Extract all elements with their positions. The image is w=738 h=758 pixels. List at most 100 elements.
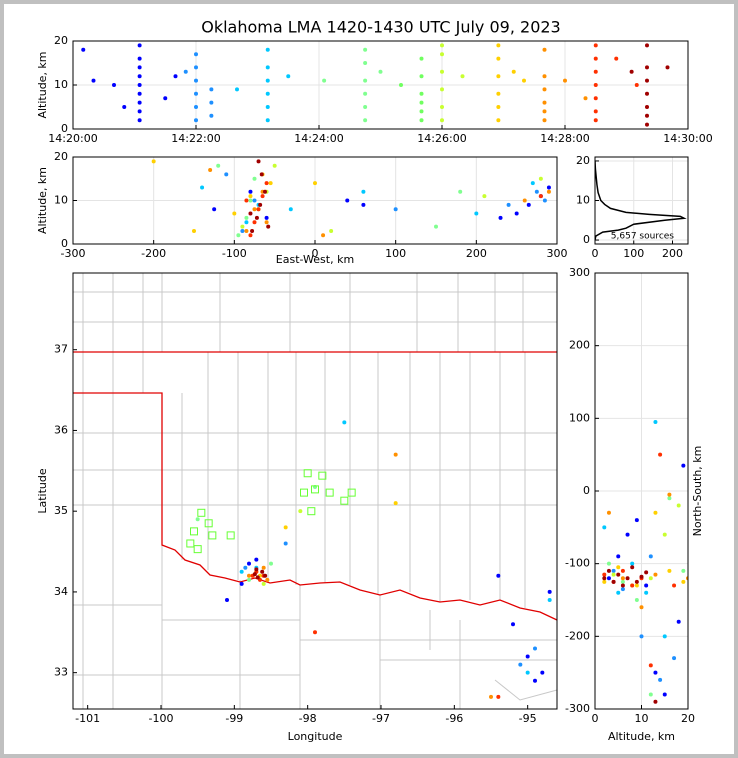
x-tick-label: -96 <box>445 712 463 725</box>
source-point <box>620 583 625 588</box>
source-point <box>672 583 677 588</box>
source-point <box>662 692 667 697</box>
source-point <box>593 96 598 101</box>
source-point <box>533 678 537 683</box>
source-point <box>240 228 245 233</box>
source-point <box>676 503 681 508</box>
source-point <box>363 47 368 52</box>
source-point <box>658 452 663 457</box>
y-tick-label: 0 <box>61 122 68 135</box>
source-point <box>265 78 270 83</box>
source-point <box>630 561 635 566</box>
source-point <box>256 159 261 164</box>
x-tick-label: -99 <box>225 712 243 725</box>
source-point <box>247 561 251 566</box>
source-point <box>244 198 249 203</box>
source-point <box>440 105 444 109</box>
source-point <box>496 91 501 96</box>
x-tick-label: -95 <box>519 712 537 725</box>
station <box>204 519 213 528</box>
source-point <box>662 634 667 639</box>
y-tick-label: 36 <box>54 423 68 436</box>
station <box>190 527 198 536</box>
source-point <box>648 692 653 697</box>
source-point <box>321 233 326 238</box>
axes-frame <box>594 156 689 245</box>
x-axis-label: East-West, km <box>276 253 354 266</box>
source-point <box>252 198 257 203</box>
source-point <box>440 52 444 57</box>
source-point <box>440 69 444 74</box>
source-point <box>593 69 598 74</box>
source-point <box>194 78 198 83</box>
source-point <box>252 220 257 225</box>
source-point <box>209 100 214 105</box>
source-point <box>183 69 188 74</box>
axes-frame <box>72 156 558 245</box>
station <box>197 508 206 517</box>
source-point <box>434 224 438 229</box>
x-tick-label: 100 <box>385 247 406 260</box>
panel: -101 -100 -99 -98 -97 -96 -95 33 34 35 36 37 Longitu… <box>36 272 558 743</box>
source-point <box>525 670 530 675</box>
source-point <box>681 579 686 584</box>
source-point <box>474 211 479 216</box>
x-tick-label: -97 <box>372 712 390 725</box>
y-tick-label: 10 <box>54 78 68 91</box>
source-point <box>252 176 257 181</box>
source-point <box>313 181 317 186</box>
source-point <box>496 56 501 61</box>
source-point <box>583 96 588 101</box>
source-point <box>616 565 621 570</box>
source-point <box>288 207 293 212</box>
source-point <box>653 699 658 704</box>
axes-frame <box>594 272 689 710</box>
histogram-line <box>595 160 687 241</box>
axes-frame <box>72 40 689 130</box>
y-tick-label: 20 <box>54 150 68 163</box>
source-point <box>393 501 398 506</box>
source-point <box>261 565 266 570</box>
source-point <box>173 74 178 79</box>
source-point <box>645 122 649 127</box>
x-tick-label: 200 <box>466 247 487 260</box>
station <box>325 488 334 497</box>
source-point <box>239 569 244 574</box>
source-point <box>458 189 463 194</box>
source-point <box>264 181 269 186</box>
x-tick-label: 0 <box>312 247 319 260</box>
source-point <box>667 568 672 573</box>
source-point <box>534 189 539 194</box>
source-point <box>378 69 383 74</box>
y-axis-label: North-South, km <box>691 446 704 537</box>
source-point <box>247 573 251 578</box>
source-point <box>542 47 547 52</box>
source-point <box>235 87 239 92</box>
source-point <box>137 100 142 105</box>
source-point <box>137 43 142 48</box>
y-tick-label: 37 <box>54 343 68 356</box>
source-point <box>634 579 639 584</box>
y-tick-label: 10 <box>54 194 68 207</box>
source-point <box>194 105 198 109</box>
source-point <box>648 554 653 559</box>
station <box>186 539 195 548</box>
source-point <box>634 598 639 602</box>
source-point <box>258 202 263 207</box>
y-tick-label: 300 <box>569 266 590 279</box>
source-point <box>611 572 616 577</box>
source-point <box>363 118 368 123</box>
source-point <box>363 105 368 109</box>
source-point <box>224 172 229 177</box>
source-point <box>593 83 598 87</box>
source-point <box>329 228 334 233</box>
source-point <box>81 47 86 52</box>
source-point <box>542 109 547 114</box>
source-point <box>266 224 271 229</box>
source-point <box>363 61 368 65</box>
source-point <box>256 207 261 212</box>
source-point <box>525 654 530 659</box>
source-point <box>363 91 368 96</box>
source-point <box>264 220 269 225</box>
source-point <box>653 572 658 577</box>
